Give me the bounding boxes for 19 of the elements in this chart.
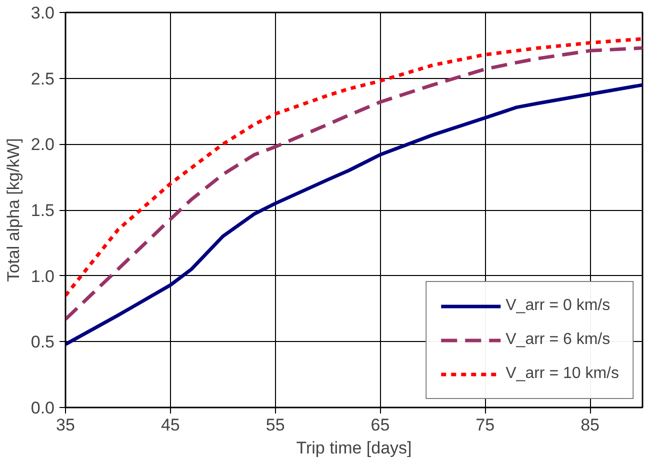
x-tick-label: 45	[160, 416, 180, 434]
y-tick-label: 3.0	[30, 4, 55, 22]
x-tick-label: 75	[476, 416, 495, 434]
legend-label: V_arr = 0 km/s	[506, 297, 610, 315]
line-series	[66, 83, 642, 346]
y-tick-label: 1.5	[30, 201, 55, 220]
y-axis-title: Total alpha [kg/kW]	[4, 138, 23, 282]
x-tick-label: 35	[56, 416, 75, 434]
x-tick-label: 55	[266, 416, 285, 434]
y-tick-label: 1.0	[30, 266, 55, 286]
legend-label: V_arr = 10 km/s	[506, 365, 619, 383]
y-tick-label: 0.5	[30, 332, 55, 352]
x-tick-label: 65	[370, 416, 390, 434]
x-tick-label: 85	[580, 416, 600, 434]
x-axis-title: Trip time [days]	[296, 438, 412, 458]
y-tick-label: 0.0	[30, 398, 55, 418]
y-tick-label: 2.0	[30, 135, 55, 154]
y-tick-label: 2.5	[30, 69, 55, 88]
legend-label: V_arr = 6 km/s	[506, 331, 610, 349]
